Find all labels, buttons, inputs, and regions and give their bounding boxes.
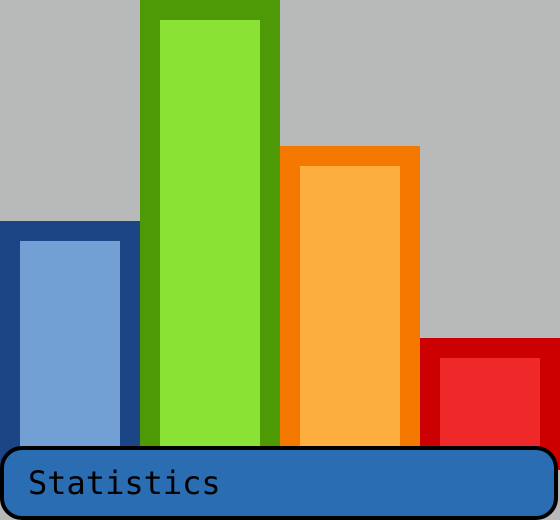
bar-orange-fill — [300, 166, 400, 470]
bar-blue — [0, 221, 140, 470]
bar-green — [140, 0, 280, 470]
bar-orange — [280, 146, 420, 470]
statistics-label: Statistics — [0, 446, 558, 520]
statistics-label-text: Statistics — [28, 464, 221, 502]
bar-blue-fill — [20, 241, 120, 470]
bar-green-fill — [160, 20, 260, 470]
